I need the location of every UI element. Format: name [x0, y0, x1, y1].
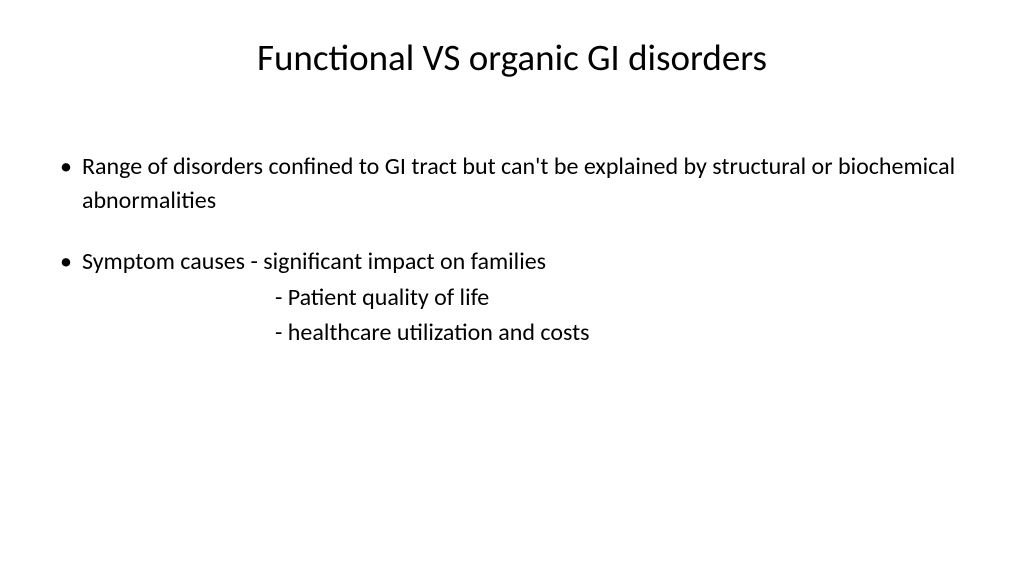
bullet-marker-icon: • [60, 150, 72, 217]
bullet-item: • Symptom causes - significant impact on… [60, 245, 964, 279]
bullet-item: • Range of disorders confined to GI trac… [60, 150, 964, 217]
bullet-text: Symptom causes - significant impact on f… [82, 245, 964, 279]
slide-container: Functional VS organic GI disorders • Ran… [0, 0, 1024, 576]
slide-title: Functional VS organic GI disorders [60, 35, 964, 80]
bullet-marker-icon: • [60, 245, 72, 279]
slide-content: • Range of disorders confined to GI trac… [60, 150, 964, 350]
sub-line-text: - healthcare utilization and costs [60, 316, 964, 350]
bullet-text: Range of disorders confined to GI tract … [82, 150, 964, 217]
sub-line-text: - Patient quality of life [60, 281, 964, 315]
